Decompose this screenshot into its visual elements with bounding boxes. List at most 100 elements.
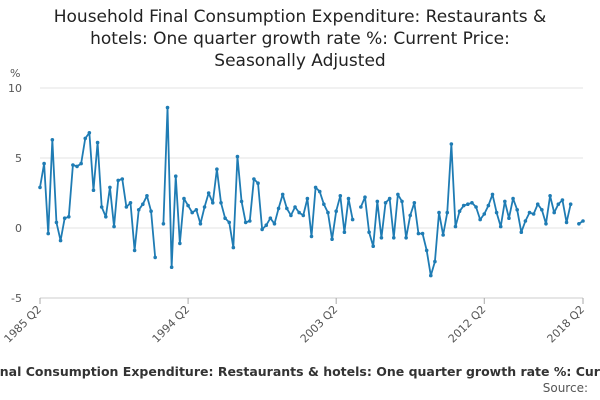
data-point bbox=[375, 199, 380, 204]
data-point bbox=[433, 259, 437, 264]
data-point bbox=[173, 174, 178, 178]
data-point bbox=[293, 205, 297, 209]
data-point bbox=[136, 208, 141, 212]
data-point bbox=[313, 185, 318, 190]
data-point bbox=[210, 201, 215, 205]
series-line bbox=[360, 143, 572, 277]
data-point bbox=[305, 196, 310, 201]
data-point bbox=[186, 203, 190, 208]
data-point bbox=[540, 208, 544, 212]
data-point bbox=[474, 205, 478, 209]
data-point bbox=[276, 206, 281, 211]
data-point bbox=[322, 202, 326, 206]
y-axis-label: % bbox=[10, 67, 20, 80]
data-point bbox=[437, 210, 441, 215]
data-point bbox=[482, 212, 487, 216]
data-point bbox=[243, 220, 248, 225]
data-point bbox=[128, 201, 133, 205]
data-point bbox=[104, 215, 108, 219]
data-point bbox=[317, 189, 322, 194]
data-point bbox=[248, 219, 252, 223]
data-point bbox=[46, 231, 51, 236]
x-tick-label: 1985 Q2 bbox=[2, 303, 45, 346]
data-point bbox=[83, 136, 88, 141]
data-point bbox=[457, 209, 462, 213]
data-point bbox=[153, 255, 157, 260]
data-point bbox=[408, 213, 413, 218]
data-point bbox=[42, 161, 46, 166]
data-point bbox=[99, 205, 104, 209]
data-point bbox=[535, 202, 540, 206]
data-point bbox=[466, 202, 470, 206]
data-point bbox=[494, 210, 499, 215]
data-point bbox=[412, 201, 417, 205]
data-point bbox=[383, 201, 388, 205]
data-point bbox=[338, 194, 343, 198]
data-point bbox=[54, 220, 59, 225]
data-point bbox=[165, 105, 170, 110]
data-point bbox=[404, 236, 408, 240]
footer-caption-text: Household Final Consumption Expenditure:… bbox=[0, 364, 600, 379]
data-point bbox=[58, 238, 63, 243]
data-point bbox=[396, 192, 400, 197]
data-point bbox=[289, 213, 293, 218]
x-tick-label: 2012 Q2 bbox=[446, 303, 489, 346]
data-point bbox=[470, 201, 474, 205]
data-point bbox=[215, 167, 219, 171]
data-point bbox=[71, 163, 75, 167]
data-point bbox=[420, 231, 425, 236]
data-point bbox=[371, 244, 376, 248]
data-point bbox=[429, 273, 433, 278]
x-tick-label: 1994 Q2 bbox=[150, 303, 193, 346]
data-point bbox=[161, 222, 166, 226]
data-point bbox=[367, 230, 371, 234]
data-point bbox=[169, 265, 174, 270]
data-point bbox=[531, 212, 536, 216]
data-point bbox=[62, 216, 67, 220]
data-point bbox=[149, 209, 153, 213]
series-line bbox=[162, 106, 354, 269]
footer-caption: Household Final Consumption Expenditure:… bbox=[0, 364, 600, 379]
data-point bbox=[544, 222, 548, 226]
data-point bbox=[359, 205, 363, 209]
data-point bbox=[330, 237, 334, 241]
data-point bbox=[334, 209, 338, 213]
data-point bbox=[182, 196, 186, 201]
data-point bbox=[280, 192, 285, 197]
data-point bbox=[515, 208, 519, 212]
data-point bbox=[38, 185, 42, 190]
data-point bbox=[400, 199, 404, 204]
data-point bbox=[79, 161, 83, 166]
y-tick-label: 10 bbox=[8, 82, 22, 95]
data-point bbox=[124, 205, 129, 209]
data-point bbox=[548, 194, 552, 198]
data-point bbox=[416, 231, 421, 236]
data-point bbox=[132, 248, 137, 253]
x-tick-label: 2018 Q2 bbox=[545, 303, 588, 346]
data-point bbox=[190, 210, 194, 215]
data-point bbox=[560, 198, 565, 202]
chart-title-line-3: Seasonally Adjusted bbox=[214, 51, 386, 71]
data-point bbox=[326, 210, 330, 215]
data-point bbox=[309, 234, 314, 239]
chart-title: Household Final Consumption Expenditure:… bbox=[20, 6, 580, 72]
data-point bbox=[178, 241, 182, 246]
data-point bbox=[95, 140, 100, 145]
data-point bbox=[564, 220, 569, 225]
data-point bbox=[285, 206, 289, 211]
data-point bbox=[50, 138, 55, 142]
data-point bbox=[219, 201, 223, 205]
data-point bbox=[116, 178, 120, 183]
data-point bbox=[445, 210, 450, 215]
data-point bbox=[498, 224, 503, 229]
data-point bbox=[519, 230, 524, 234]
data-point bbox=[256, 181, 260, 185]
data-point bbox=[301, 213, 306, 218]
data-point bbox=[91, 188, 96, 192]
data-point bbox=[346, 196, 351, 201]
data-point bbox=[67, 215, 71, 219]
data-point bbox=[141, 202, 145, 206]
data-point bbox=[461, 203, 466, 208]
y-tick-label: 0 bbox=[15, 222, 22, 235]
data-point bbox=[511, 196, 515, 201]
